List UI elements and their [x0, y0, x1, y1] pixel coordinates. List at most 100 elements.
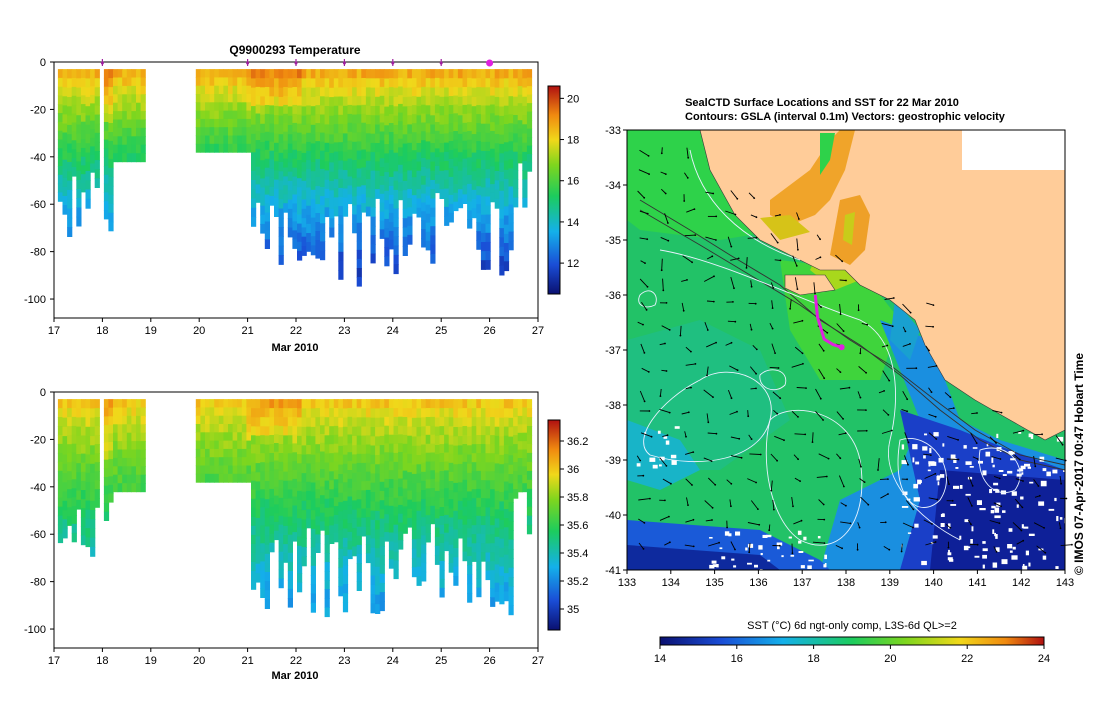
section-cell [311, 125, 316, 135]
section-cell [86, 427, 91, 437]
section-cell [509, 540, 514, 550]
missing-data [803, 537, 806, 541]
section-cell [72, 453, 77, 463]
section-cell [417, 198, 422, 208]
section-cell [481, 197, 486, 207]
section-cell [403, 88, 408, 98]
section-cell [449, 445, 454, 455]
section-cell [63, 205, 68, 215]
section-cell [343, 510, 348, 520]
section-cell [302, 519, 307, 529]
section-cell [292, 212, 297, 222]
missing-data [799, 551, 804, 553]
x-tick-label: 24 [387, 325, 399, 337]
missing-data [733, 565, 736, 567]
section-cell [504, 170, 509, 180]
section-cell [458, 408, 463, 418]
section-cell [380, 454, 385, 464]
section-cell [398, 540, 403, 549]
section-cell [338, 261, 343, 271]
colorbar-tick-label: 36.2 [567, 436, 588, 448]
section-cell [338, 446, 343, 456]
section-cell [58, 148, 63, 157]
section-cell [200, 432, 205, 441]
section-cell [375, 180, 380, 190]
section-cell [297, 445, 302, 455]
section-cell [504, 408, 509, 418]
section-cell [196, 86, 201, 95]
section-cell [412, 521, 417, 531]
vector-head [738, 438, 740, 440]
section-cell [306, 233, 311, 243]
section-cell [90, 510, 95, 520]
vector-head [687, 504, 689, 506]
section-cell [522, 143, 527, 153]
section-cell [81, 87, 86, 96]
section-cell [200, 399, 205, 408]
missing-data [728, 533, 731, 536]
missing-data [1043, 468, 1047, 471]
vector-head [796, 265, 798, 267]
section-cell [104, 87, 109, 96]
section-cell [297, 555, 302, 565]
section-cell [348, 168, 353, 178]
section-cell [394, 525, 399, 535]
section-cell [297, 427, 302, 437]
section-cell [338, 124, 343, 134]
vector-head [692, 451, 694, 453]
section-cell [481, 453, 486, 463]
section-cell [375, 161, 380, 171]
section-cell [481, 489, 486, 499]
section-cell [389, 168, 394, 178]
section-cell [279, 181, 284, 191]
section-cell [463, 114, 468, 124]
section-cell [440, 134, 445, 144]
section-cell [233, 111, 238, 120]
section-cell [269, 142, 274, 152]
section-cell [495, 436, 500, 446]
section-cell [481, 224, 486, 234]
section-cell [141, 466, 146, 475]
section-cell [352, 418, 357, 428]
section-cell [256, 546, 261, 556]
section-cell [251, 490, 256, 500]
section-cell [495, 171, 500, 181]
missing-data [964, 546, 969, 550]
section-cell [122, 120, 127, 129]
section-cell [412, 446, 417, 456]
section-cell [283, 185, 288, 195]
missing-data [1002, 559, 1008, 564]
vector-head [893, 297, 895, 299]
section-cell [58, 435, 63, 445]
x-tick-label: 27 [532, 655, 544, 667]
section-cell [366, 463, 371, 473]
section-cell [108, 442, 113, 451]
section-cell [421, 454, 426, 464]
missing-data [1017, 504, 1019, 507]
section-cell [394, 534, 399, 544]
section-cell [325, 180, 330, 190]
section-cell [348, 532, 353, 542]
section-cell [122, 466, 127, 475]
section-cell [251, 499, 256, 509]
section-cell [430, 506, 435, 516]
section-cell [389, 453, 394, 463]
section-cell [329, 190, 334, 200]
section-cell [403, 426, 408, 436]
section-cell [223, 94, 228, 103]
section-cell [329, 209, 334, 219]
x-tick-label: 137 [793, 577, 811, 589]
section-cell [467, 538, 472, 548]
section-cell [417, 483, 422, 493]
section-cell [384, 488, 389, 498]
section-cell [421, 445, 426, 455]
section-cell [430, 453, 435, 463]
section-cell [251, 535, 256, 545]
section-cell [375, 558, 380, 568]
section-cell [403, 162, 408, 172]
section-cell [366, 454, 371, 464]
section-cell [476, 525, 481, 535]
section-cell [210, 457, 215, 466]
section-cell [407, 427, 412, 437]
section-cell [260, 151, 265, 161]
